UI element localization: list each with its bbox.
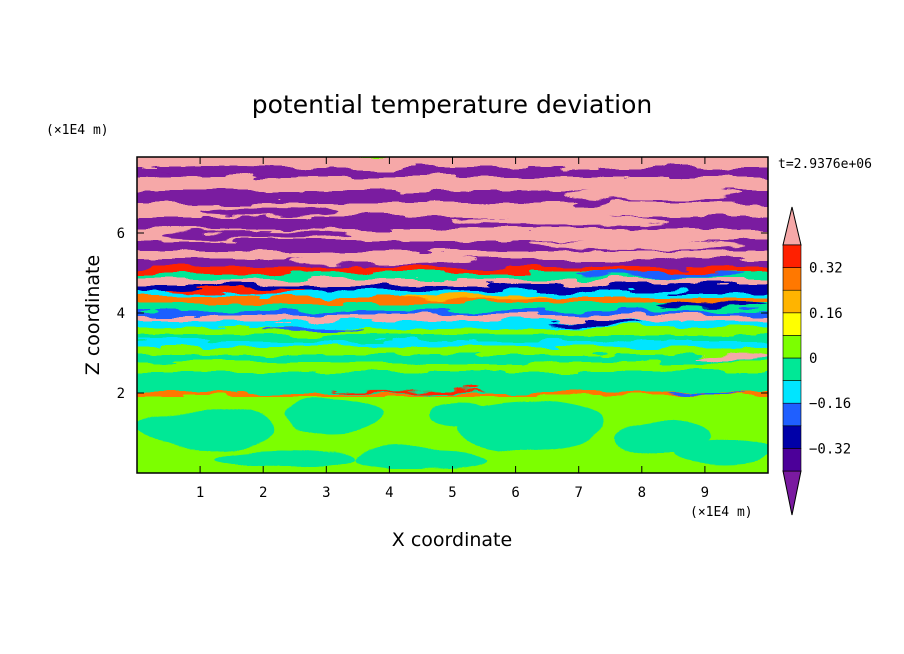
colorbar-over-arrow [782, 206, 802, 246]
field-patch [667, 393, 743, 397]
y-tick-label: 2 [117, 386, 125, 402]
x-tick-label: 2 [259, 485, 267, 501]
colorbar: 0.32 0.16 0 −0.16 −0.32 [782, 206, 851, 516]
x-tick-label: 3 [322, 485, 330, 501]
colorbar-swatch [782, 380, 802, 404]
x-tick-label: 4 [385, 485, 393, 501]
field-patch [566, 189, 743, 201]
y-axis-unit: (×1E4 m) [46, 123, 109, 138]
field-band [137, 311, 768, 321]
field-patch [263, 327, 365, 331]
colorbar-swatch [782, 267, 802, 291]
colorbar-swatch [782, 244, 802, 268]
colorbar-swatch [782, 312, 802, 336]
x-axis-label: X coordinate [392, 529, 512, 551]
field-patch [452, 216, 668, 226]
y-axis-label: Z coordinate [82, 255, 104, 375]
field-band [137, 263, 768, 273]
field-band [137, 269, 768, 279]
colorbar-swatch [782, 402, 802, 427]
field-patch [578, 272, 743, 278]
colorbar-swatch [782, 425, 802, 449]
x-tick-label: 1 [196, 485, 204, 501]
field-patch [679, 441, 768, 465]
field-patch [364, 177, 554, 185]
plot-area [137, 157, 768, 473]
field-patch [547, 321, 642, 325]
field-patch [162, 231, 352, 239]
colorbar-swatch [782, 289, 802, 314]
field-band [137, 287, 768, 297]
field-patch [326, 389, 485, 393]
colorbar-swatch [782, 448, 802, 472]
field-bands [137, 157, 768, 469]
colorbar-tick-label: −0.32 [809, 441, 851, 457]
colorbar-swatch [782, 357, 802, 381]
y-axis: 2 4 6 [117, 226, 768, 402]
field-patch [288, 399, 377, 435]
upper-field [137, 157, 768, 397]
y-tick-label: 6 [117, 226, 125, 242]
field-patch [616, 421, 712, 453]
x-tick-label: 7 [574, 485, 582, 501]
field-patch [288, 257, 478, 265]
time-stamp: t=2.9376e+06 [778, 157, 872, 172]
colorbar-tick-label: 0.16 [809, 306, 843, 322]
field-band [137, 317, 768, 327]
field-band [137, 367, 768, 393]
chart-title: potential temperature deviation [252, 90, 652, 119]
field-patch [137, 411, 276, 447]
y-tick-label: 4 [117, 306, 125, 322]
field-band [137, 331, 768, 341]
x-tick-label: 9 [701, 485, 709, 501]
x-tick-label: 8 [638, 485, 646, 501]
field-patch [698, 353, 768, 361]
colorbar-tick-label: 0 [809, 351, 817, 367]
colorbar-under-arrow [782, 470, 802, 516]
field-patch [427, 403, 491, 423]
x-tick-label: 5 [448, 485, 456, 501]
colorbar-swatch [782, 335, 802, 359]
colorbar-tick-label: 0.32 [809, 261, 843, 277]
field-patch [654, 302, 768, 308]
x-axis: 1 2 3 4 5 6 7 8 9 [196, 157, 709, 501]
field-band [137, 337, 768, 347]
field-patch [528, 240, 743, 250]
x-tick-label: 6 [511, 485, 519, 501]
field-patch [212, 447, 358, 467]
x-axis-unit: (×1E4 m) [690, 505, 753, 520]
field-patch [357, 449, 485, 469]
field-band [137, 281, 768, 291]
colorbar-tick-label: −0.16 [809, 396, 851, 412]
field-band [137, 275, 768, 285]
field-patch [402, 294, 554, 300]
field-patch [155, 166, 308, 176]
field-patch [168, 288, 308, 294]
field-patch [200, 206, 339, 216]
